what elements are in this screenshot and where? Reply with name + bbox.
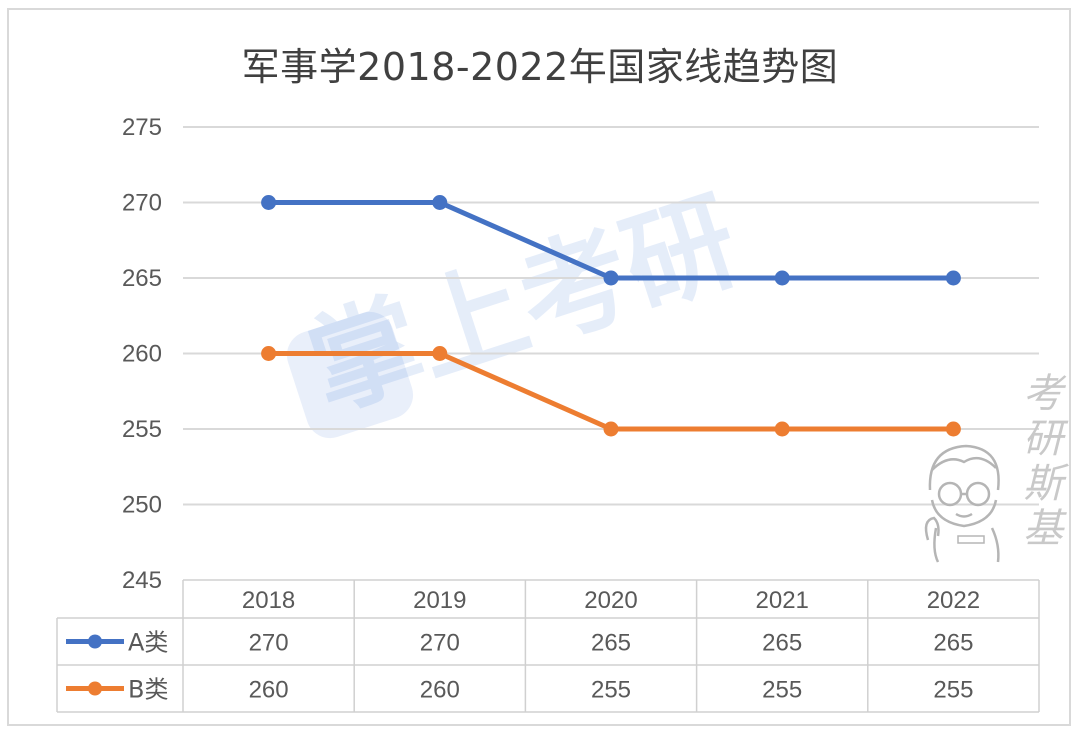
legend-marker [88, 634, 102, 649]
y-tick-label: 275 [122, 114, 162, 141]
chart-title: 军事学2018-2022年国家线趋势图 [241, 45, 839, 89]
table-header-cell: 2018 [242, 587, 295, 614]
table-value-cell: 260 [420, 677, 460, 704]
brand-text: 考研斯基 [1023, 371, 1063, 552]
data-point [603, 421, 619, 437]
table-header-cell: 2020 [584, 587, 637, 614]
table-value-cell: 255 [591, 677, 631, 704]
data-point [603, 270, 619, 286]
table-value-cell: 260 [249, 677, 289, 704]
series-line [268, 351, 954, 432]
data-point [945, 421, 961, 437]
table-value-cell: 270 [420, 630, 460, 657]
table-value-cell: 265 [591, 630, 631, 657]
legend-label: B类 [128, 676, 168, 704]
y-tick-label: 250 [122, 492, 162, 519]
table-value-cell: 255 [762, 677, 802, 704]
table-value-cell: 265 [762, 630, 802, 657]
legend-marker [88, 681, 102, 696]
mascot-boy-glasses-icon [924, 444, 1000, 563]
data-point [774, 270, 790, 286]
data-point [261, 195, 277, 210]
table-header-cell: 2022 [927, 587, 980, 614]
table-value-cell: 270 [249, 630, 289, 657]
legend-label: A类 [128, 629, 168, 657]
table-header-cell: 2019 [413, 587, 466, 614]
y-tick-label: 260 [122, 341, 162, 368]
data-point [261, 346, 277, 361]
y-tick-label: 255 [122, 416, 162, 443]
data-point [945, 270, 961, 286]
y-tick-label: 270 [122, 190, 162, 217]
table-value-cell: 255 [933, 677, 973, 704]
series-line [268, 200, 954, 281]
table-value-cell: 265 [933, 630, 973, 657]
y-tick-label: 245 [122, 567, 162, 594]
y-tick-label: 265 [122, 265, 162, 292]
data-point [432, 346, 448, 361]
data-point [432, 195, 448, 210]
table-header-cell: 2021 [756, 587, 809, 614]
data-point [774, 421, 790, 437]
